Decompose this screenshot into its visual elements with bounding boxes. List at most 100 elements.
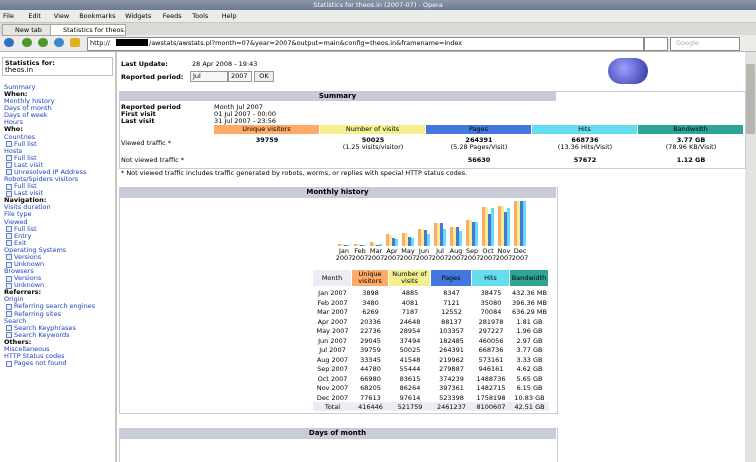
nav-link[interactable]: Last visit <box>14 160 43 169</box>
nav-link[interactable]: Summary <box>4 83 36 91</box>
table-row <box>313 326 549 335</box>
nav-link[interactable]: Full list <box>14 153 37 162</box>
nav-link[interactable]: Hosts <box>4 146 23 155</box>
nav-link[interactable]: Pages not found <box>14 359 67 368</box>
table-cell: 1.81 GB <box>516 317 543 326</box>
rewind-button[interactable] <box>22 38 32 47</box>
menu-item[interactable]: File <box>3 12 14 20</box>
address-field[interactable] <box>87 37 644 51</box>
nav-link[interactable]: Browsers <box>4 267 34 276</box>
nav-link[interactable]: Visits duration <box>4 203 51 212</box>
table-row <box>313 373 549 383</box>
nav-link[interactable]: Full list <box>14 139 37 148</box>
site-box <box>2 57 113 76</box>
bullet <box>6 275 12 282</box>
bar <box>469 220 472 246</box>
table-header <box>389 270 430 286</box>
nav-link[interactable]: Robots/Spiders visitors <box>4 175 79 184</box>
bar <box>472 221 475 246</box>
table-cell: 86264 <box>399 384 421 392</box>
nav-link[interactable]: Referring search engines <box>14 302 96 311</box>
nav-link[interactable]: Unknown <box>14 260 45 268</box>
table-cell: 5.65 GB <box>516 374 543 383</box>
table-cell: 39759 <box>360 346 381 354</box>
menu-item[interactable]: Widgets <box>125 12 152 20</box>
section-heading: Navigation: <box>4 196 47 205</box>
year-select[interactable]: 2007 <box>228 71 252 82</box>
table-cell: 24648 <box>399 317 421 326</box>
forward-button[interactable] <box>38 38 48 47</box>
table-row <box>313 383 549 392</box>
tab[interactable]: New tab <box>2 24 56 36</box>
nav-link[interactable]: Miscellaneous <box>4 344 50 353</box>
nav-link[interactable]: Referring sites <box>14 309 61 318</box>
menu-item[interactable]: View <box>53 12 70 20</box>
table-cell: 20336 <box>360 317 381 326</box>
table-cell: 3.33 GB <box>516 355 543 364</box>
table-cell: 8100607 <box>476 403 506 411</box>
search-field[interactable] <box>670 37 740 51</box>
nav-link[interactable]: HTTP Status codes <box>4 352 65 361</box>
scroll-thumb[interactable] <box>746 64 755 134</box>
nav-link[interactable]: Search Keywords <box>14 330 70 339</box>
nav-link[interactable]: Days of week <box>4 111 48 120</box>
menu-item[interactable]: Bookmarks <box>79 12 116 20</box>
nav-link[interactable]: Search Keyphrases <box>14 323 76 332</box>
x-tick-label: Feb 2007 <box>351 247 369 262</box>
wand-button[interactable] <box>70 38 80 47</box>
table-cell: 396.36 MB <box>512 298 547 307</box>
x-tick-label: Jul 2007 <box>431 247 449 262</box>
menu-item[interactable]: Tools <box>192 12 209 20</box>
nav-link[interactable]: Days of month <box>4 104 52 113</box>
nav-link[interactable]: Full list <box>14 224 37 233</box>
nav-link[interactable]: Unknown <box>14 281 45 290</box>
bar <box>341 243 344 246</box>
nav-link[interactable]: Monthly history <box>4 97 55 106</box>
address-scheme: http:// <box>90 39 110 47</box>
nav-link[interactable]: Full list <box>14 182 37 191</box>
site-name: theos.in <box>5 66 34 74</box>
nav-link[interactable]: Countries <box>4 132 36 141</box>
menu-bar <box>0 10 756 23</box>
table-cell: 297227 <box>478 327 504 335</box>
table-header <box>313 270 351 286</box>
menu-item[interactable]: Feeds <box>162 12 182 20</box>
search-engine-button[interactable] <box>644 37 668 51</box>
reload-button[interactable] <box>54 38 64 47</box>
summary-ratio: (5.28 Pages/Visit) <box>450 143 508 151</box>
table-cell: 521759 <box>397 403 423 411</box>
nav-link[interactable]: File type <box>4 210 32 219</box>
nav-link[interactable]: Versions <box>14 274 42 283</box>
nav-link[interactable]: Origin <box>4 295 24 304</box>
tab[interactable]: Statistics for theos.in (... <box>50 24 126 36</box>
nav-link[interactable]: Search <box>4 316 27 325</box>
scrollbar[interactable] <box>745 52 756 462</box>
bullet <box>6 261 12 268</box>
bar <box>386 234 389 246</box>
bar <box>405 232 408 246</box>
back-button[interactable] <box>4 38 14 47</box>
nav-link[interactable]: Last visit <box>14 189 43 198</box>
summary-column-header: Bandwidth <box>638 125 743 134</box>
nav-link[interactable]: Unresolved IP Address <box>14 167 87 176</box>
nav-link[interactable]: Hours <box>4 118 24 127</box>
nav-link[interactable]: Entry <box>14 231 32 240</box>
table-cell: 33345 <box>360 355 381 364</box>
table-cell: 3.77 GB <box>516 346 543 354</box>
menu-item[interactable]: Edit <box>28 12 41 20</box>
table-cell: 1482715 <box>476 384 506 392</box>
nav-link[interactable]: Operating Systems <box>4 245 67 254</box>
nav-link[interactable]: Versions <box>14 252 42 261</box>
x-tick-label: Nov 2007 <box>495 247 513 262</box>
month-select[interactable]: Jul <box>190 71 228 82</box>
table-cell: 2.97 GB <box>516 336 543 345</box>
nav-link[interactable]: Viewed <box>4 217 28 226</box>
menu-item[interactable]: Help <box>221 12 237 20</box>
summary-column-header: Hits <box>532 125 637 134</box>
ok-button[interactable]: OK <box>254 71 274 82</box>
nav-link[interactable]: Exit <box>14 238 27 247</box>
table-cell: 103357 <box>439 327 464 335</box>
table-cell: Mar 2007 <box>317 308 348 316</box>
bar <box>504 211 507 246</box>
